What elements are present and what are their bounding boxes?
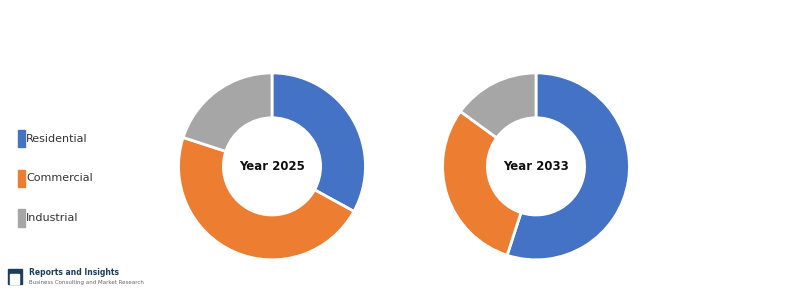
Bar — [10, 274, 19, 283]
Wedge shape — [272, 73, 366, 212]
Text: Reports and Insights: Reports and Insights — [29, 268, 119, 277]
Bar — [8, 270, 22, 284]
Text: Residential: Residential — [26, 134, 88, 143]
Text: Year 2025: Year 2025 — [239, 160, 305, 173]
Text: Commercial: Commercial — [26, 173, 93, 183]
Bar — [18, 209, 25, 227]
Text: UAE SOLAR ENERGY MARKET ANALYSIS, BY END USER: UAE SOLAR ENERGY MARKET ANALYSIS, BY END… — [8, 19, 450, 35]
Wedge shape — [183, 73, 272, 151]
Text: Industrial: Industrial — [26, 213, 78, 223]
Text: Business Consulting and Market Research: Business Consulting and Market Research — [29, 280, 144, 285]
Bar — [18, 130, 25, 147]
Wedge shape — [178, 137, 354, 260]
Wedge shape — [442, 112, 521, 255]
Wedge shape — [460, 73, 536, 138]
Bar — [18, 170, 25, 187]
Text: Year 2033: Year 2033 — [503, 160, 569, 173]
Wedge shape — [507, 73, 630, 260]
